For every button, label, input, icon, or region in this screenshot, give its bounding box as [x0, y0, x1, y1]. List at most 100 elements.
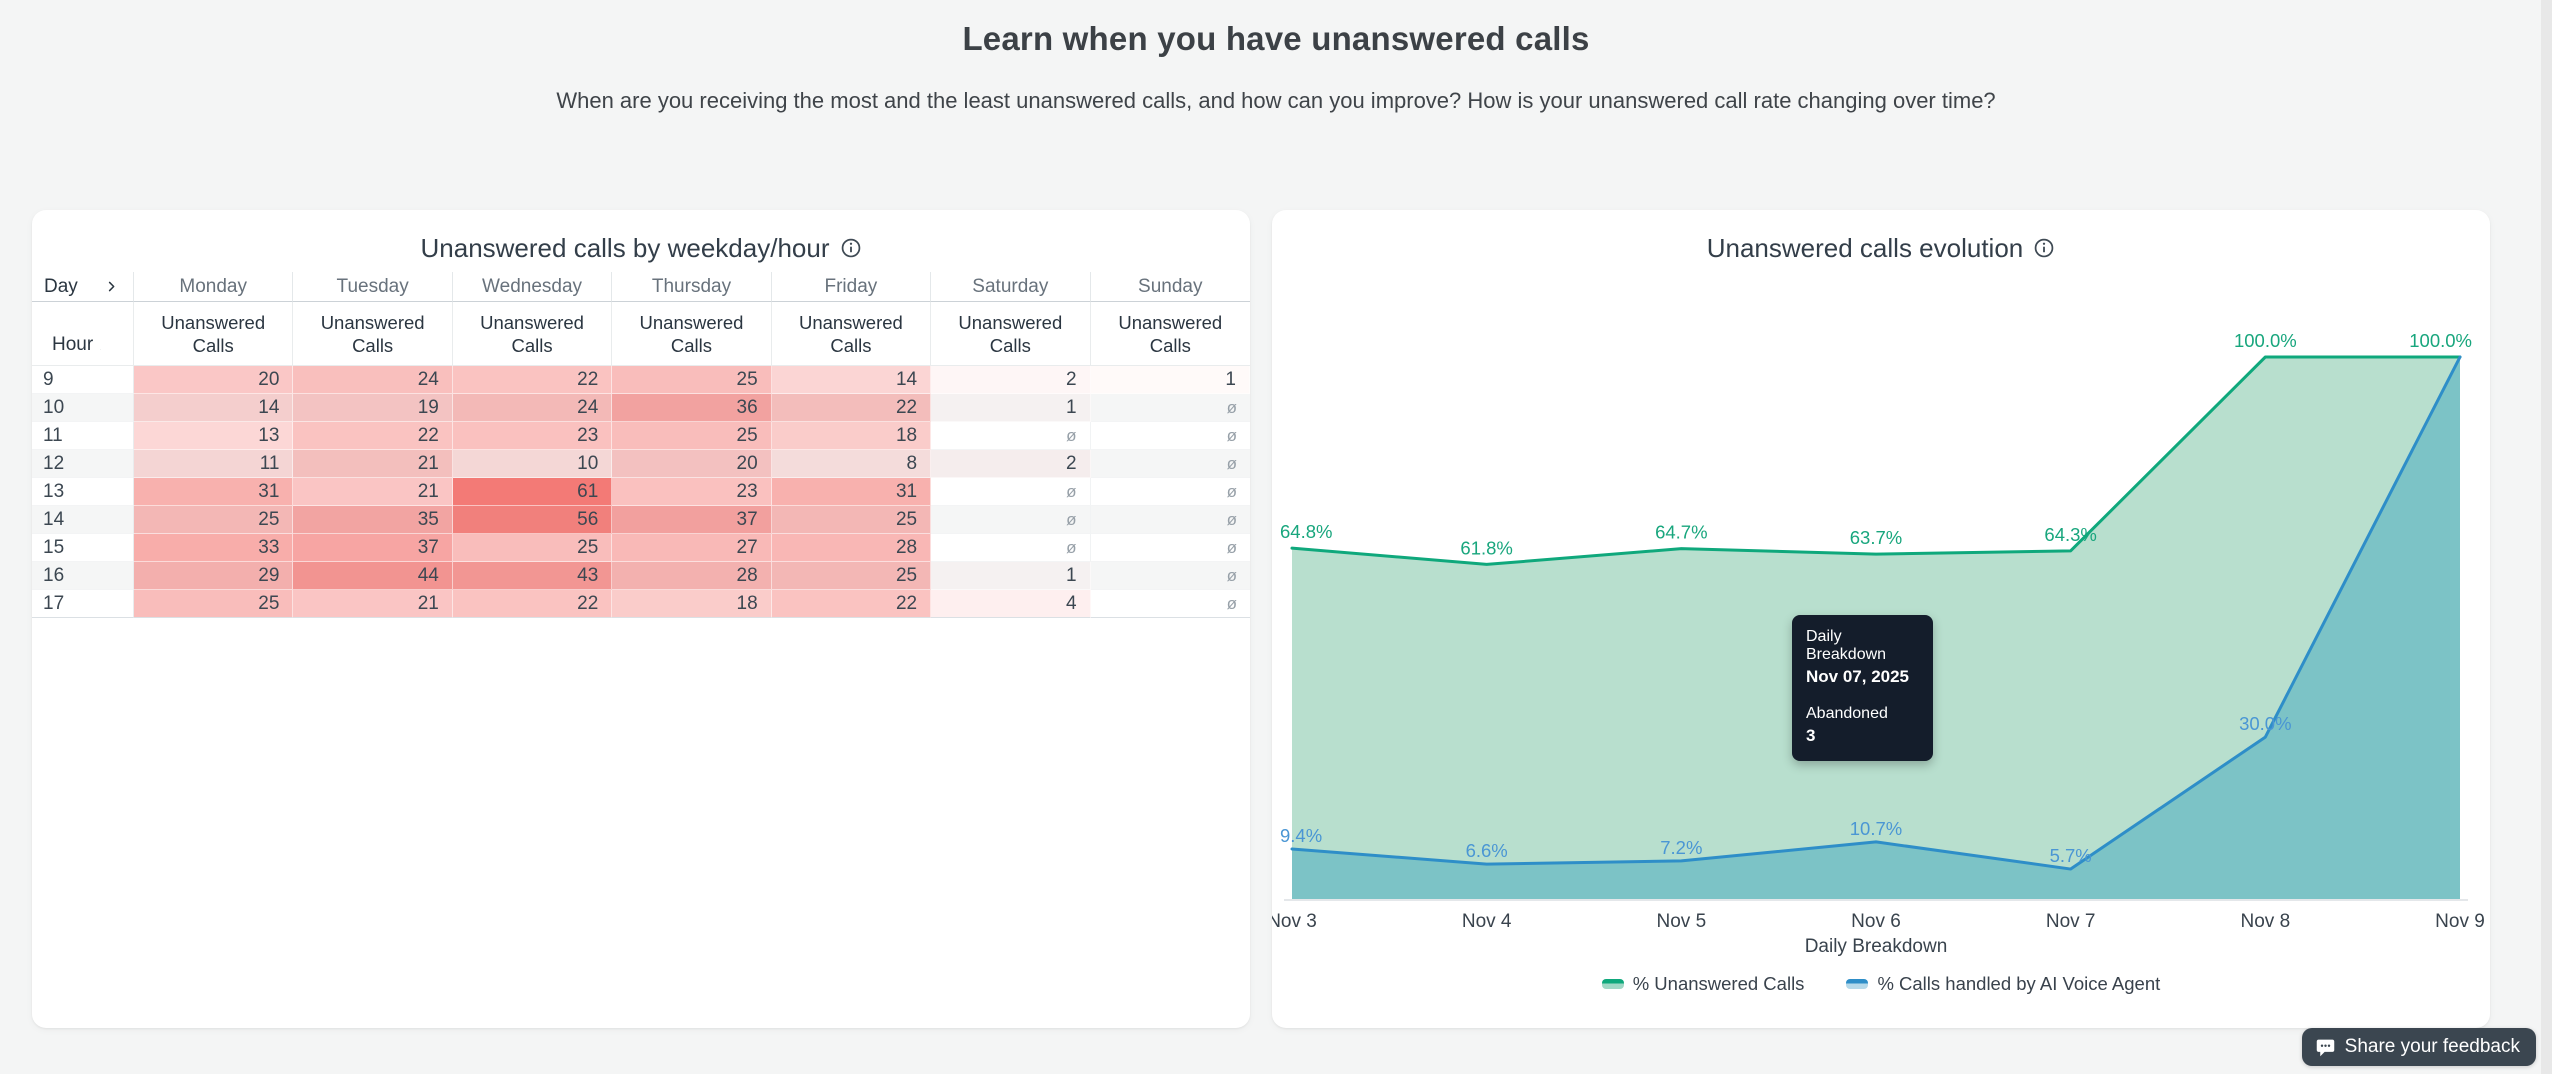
heatmap-cell[interactable]: 33	[134, 534, 294, 562]
heatmap-cell[interactable]: 44	[293, 562, 453, 590]
heatmap-cell[interactable]: 36	[612, 394, 772, 422]
heatmap-cell[interactable]: 22	[452, 590, 613, 618]
share-feedback-button[interactable]: Share your feedback	[2301, 1028, 2536, 1066]
data-label: 63.7%	[1850, 527, 1902, 548]
line-series-0	[1290, 355, 2462, 566]
heatmap-cell[interactable]: 25	[771, 562, 932, 590]
heatmap-cell[interactable]: 1	[1090, 366, 1250, 394]
heatmap-cell[interactable]: 13	[134, 422, 294, 450]
heatmap-cell[interactable]: 10	[452, 450, 613, 478]
data-label: 100.0%	[2234, 330, 2297, 351]
tooltip-title: Daily Breakdown	[1806, 628, 1887, 663]
legend-label: % Calls handled by AI Voice Agent	[1877, 973, 2161, 994]
heatmap-cell[interactable]: 22	[452, 366, 613, 394]
heatmap-table: Day Monday Tuesday Wednesday Thursday Friday S…	[32, 272, 1250, 618]
heatmap-cell[interactable]: 21	[293, 478, 453, 506]
area-series-1	[1292, 357, 2460, 900]
heatmap-cell[interactable]: 11	[134, 450, 294, 478]
hour-value: 14	[32, 506, 134, 534]
heatmap-cell[interactable]: 25	[771, 506, 932, 534]
x-tick-label: Nov 7	[2046, 911, 2096, 932]
heatmap-cell[interactable]: 1	[931, 394, 1091, 422]
heatmap-cell[interactable]: 20	[612, 450, 772, 478]
heatmap-cell[interactable]: 21	[293, 450, 453, 478]
heatmap-cell[interactable]: 25	[134, 590, 294, 618]
heatmap-cell[interactable]: 2	[931, 450, 1091, 478]
heatmap-cell[interactable]: 35	[293, 506, 453, 534]
chevron-up-icon[interactable]	[100, 343, 101, 356]
heatmap-cell[interactable]: 1	[931, 562, 1091, 590]
heatmap-cell[interactable]: 4	[931, 590, 1091, 618]
legend-swatch	[1846, 979, 1869, 989]
data-label: 100.0%	[2409, 330, 2472, 351]
metric-column-header: Unanswered Calls	[1090, 302, 1250, 366]
heatmap-cell[interactable]: 24	[452, 394, 613, 422]
day-column-header[interactable]: Saturday	[931, 272, 1091, 302]
legend-swatch	[1601, 979, 1624, 989]
hour-value: 15	[32, 534, 134, 562]
heatmap-cell[interactable]: 25	[612, 422, 772, 450]
data-label: 7.2%	[1660, 837, 1702, 858]
heatmap-cell[interactable]: 22	[771, 394, 932, 422]
hour-value: 17	[32, 590, 134, 618]
heatmap-cell[interactable]: 28	[771, 534, 932, 562]
heatmap-cell[interactable]: 25	[134, 506, 294, 534]
heatmap-cell[interactable]: 8	[771, 450, 932, 478]
day-column-header[interactable]: Thursday	[612, 272, 772, 302]
heatmap-cell[interactable]: 37	[293, 534, 453, 562]
hour-value: 10	[32, 394, 134, 422]
scrollbar[interactable]	[2541, 0, 2552, 1074]
heatmap-cell[interactable]: 14	[771, 366, 932, 394]
data-label: 61.8%	[1460, 537, 1512, 558]
heatmap-cell[interactable]: 18	[612, 590, 772, 618]
evolution-chart[interactable]: 64.8% 61.8% 64.7% 63.7% 64.3% 100.0% 100.0% 9.4…	[1272, 210, 2490, 960]
chart-legend: % Unanswered Calls % Calls handled by AI …	[1272, 973, 2490, 995]
heatmap-cell[interactable]: 61	[452, 478, 613, 506]
heatmap-cell[interactable]: 20	[134, 366, 294, 394]
legend-item[interactable]: % Calls handled by AI Voice Agent	[1846, 973, 2160, 995]
heatmap-cell[interactable]: 31	[771, 478, 932, 506]
metric-column-header: Unanswered Calls	[452, 302, 613, 366]
heatmap-cell[interactable]: 2	[931, 366, 1091, 394]
heatmap-cell[interactable]: 25	[612, 366, 772, 394]
x-tick-label: Nov 5	[1657, 911, 1707, 932]
legend-item[interactable]: % Unanswered Calls	[1601, 973, 1805, 995]
evolution-card: 64.8% 61.8% 64.7% 63.7% 64.3% 100.0% 100.0% 9.4…	[1272, 210, 2490, 1028]
chevron-right-icon[interactable]	[105, 280, 118, 293]
heatmap-cell[interactable]: 31	[134, 478, 294, 506]
heatmap-row: 11 13 22 23 25 18 ø ø	[32, 422, 1250, 450]
day-sort-header[interactable]: Day	[32, 272, 134, 302]
heatmap-cell[interactable]: 24	[293, 366, 453, 394]
day-column-header[interactable]: Sunday	[1090, 272, 1250, 302]
heatmap-cell[interactable]: 18	[771, 422, 932, 450]
heatmap-cell[interactable]: 29	[134, 562, 294, 590]
hour-sort-header[interactable]: Hour	[32, 302, 134, 366]
heatmap-cell[interactable]: 22	[771, 590, 932, 618]
heatmap-cell[interactable]: 19	[293, 394, 453, 422]
heatmap-row: 9 20 24 22 25 14 2 1	[32, 366, 1250, 394]
heatmap-cell[interactable]: 23	[452, 422, 613, 450]
heatmap-cell[interactable]: 21	[293, 590, 453, 618]
day-column-header[interactable]: Tuesday	[293, 272, 453, 302]
heatmap-cell-empty: ø	[1090, 506, 1250, 534]
heatmap-cell[interactable]: 27	[612, 534, 772, 562]
heatmap-cell-empty: ø	[931, 534, 1091, 562]
day-column-header[interactable]: Monday	[134, 272, 294, 302]
heatmap-cell[interactable]: 43	[452, 562, 613, 590]
x-axis-title: Daily Breakdown	[1805, 936, 1948, 957]
heatmap-cell-empty: ø	[931, 422, 1091, 450]
heatmap-cell[interactable]: 14	[134, 394, 294, 422]
info-icon[interactable]	[840, 237, 862, 259]
heatmap-cell[interactable]: 22	[293, 422, 453, 450]
info-icon[interactable]	[2033, 237, 2055, 259]
heatmap-cell[interactable]: 37	[612, 506, 772, 534]
day-column-header[interactable]: Wednesday	[452, 272, 613, 302]
legend-label: % Unanswered Calls	[1632, 973, 1805, 994]
heatmap-cell[interactable]: 23	[612, 478, 772, 506]
heatmap-cell[interactable]: 25	[452, 534, 613, 562]
day-column-header[interactable]: Friday	[771, 272, 932, 302]
x-tick-label: Nov 9	[2435, 911, 2485, 932]
heatmap-title: Unanswered calls by weekday/hour	[420, 232, 830, 263]
heatmap-cell[interactable]: 56	[452, 506, 613, 534]
heatmap-cell[interactable]: 28	[612, 562, 772, 590]
